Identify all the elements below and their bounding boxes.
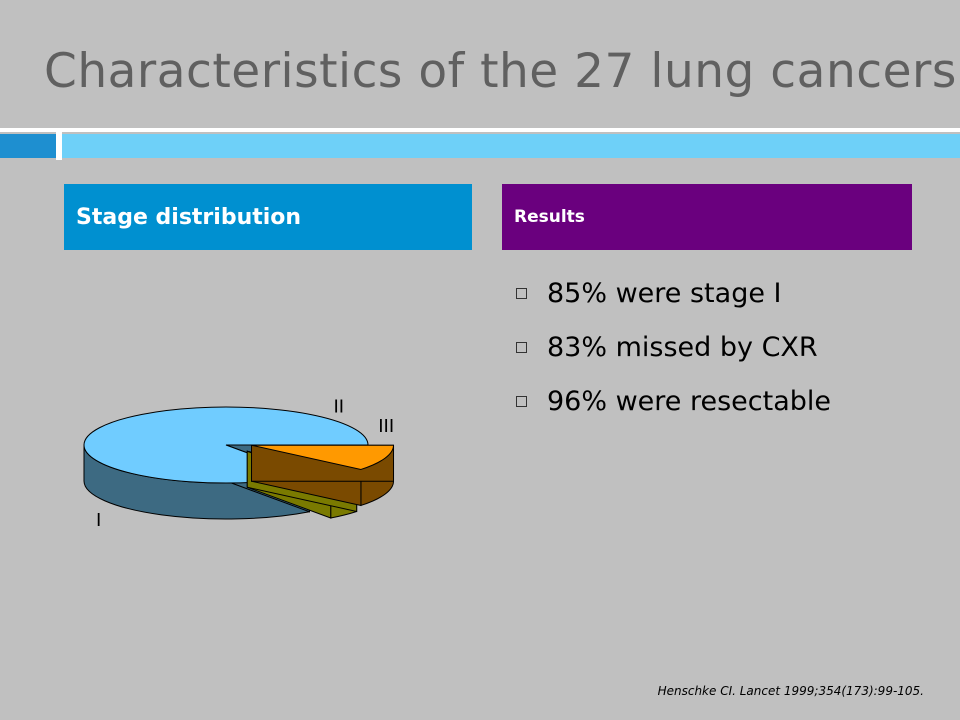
list-item-text: 85% were stage I xyxy=(547,277,782,309)
list-item-text: 83% missed by CXR xyxy=(547,331,818,363)
results-header-label: Results xyxy=(514,207,585,227)
accent-bar-divider xyxy=(56,132,62,160)
accent-bar-left xyxy=(0,134,56,158)
stage-distribution-header: Stage distribution xyxy=(64,184,472,250)
stage-ii-label: II xyxy=(333,397,344,418)
results-header: Results xyxy=(502,184,912,250)
list-item: 96% were resectable xyxy=(516,374,831,428)
accent-bar-right xyxy=(62,134,960,158)
list-item: 85% were stage I xyxy=(516,266,831,320)
stage-i-slice xyxy=(83,406,369,484)
square-bullet-icon xyxy=(516,287,527,299)
list-item-text: 96% were resectable xyxy=(547,385,832,417)
stage-distribution-header-label: Stage distribution xyxy=(76,204,302,230)
square-bullet-icon xyxy=(516,395,527,407)
square-bullet-icon xyxy=(516,341,527,353)
stage-i-label: I xyxy=(96,510,101,531)
citation: Henschke CI. Lancet 1999;354(173):99-105… xyxy=(657,684,924,698)
stage-iii-slice xyxy=(251,444,395,470)
title-rule xyxy=(0,128,960,132)
stage-iii-label: III xyxy=(378,416,394,437)
slide-title: Characteristics of the 27 lung cancers xyxy=(44,44,957,99)
list-item: 83% missed by CXR xyxy=(516,320,831,374)
results-list: 85% were stage I 83% missed by CXR 96% w… xyxy=(516,266,831,428)
